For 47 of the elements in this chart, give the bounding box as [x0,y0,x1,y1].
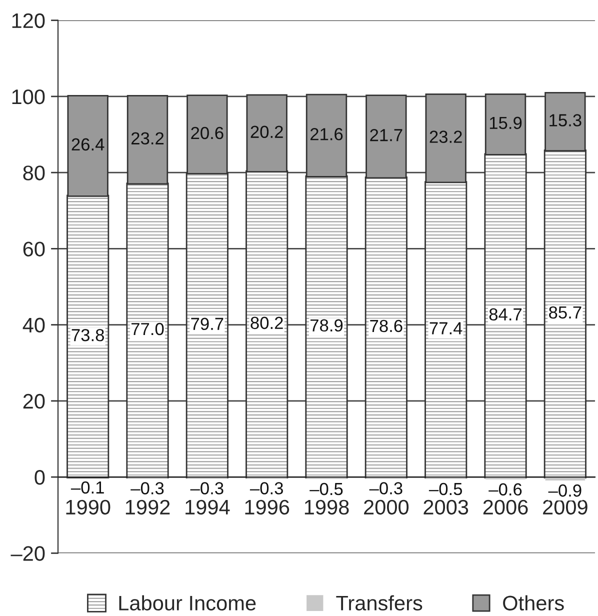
data-label: –0.6 [488,483,522,496]
x-tick-label: 1994 [186,500,230,515]
data-label: 23.2 [430,130,462,143]
data-label: 78.9 [310,319,343,332]
data-label: –0.3 [190,482,224,494]
data-label: 85.7 [549,306,582,319]
x-tick-label: 2003 [424,500,468,515]
data-label: 80.2 [250,316,283,330]
y-tick-label: 20 [23,394,45,409]
data-label: –0.3 [369,482,402,494]
x-tick-label: 1998 [304,500,349,515]
data-label: –0.9 [548,484,582,497]
legend-label: Labour Income [119,595,256,610]
data-label: 79.7 [191,318,224,330]
data-label: 20.2 [250,126,283,138]
data-label: 23.2 [131,132,164,144]
x-tick-label: 2006 [483,500,528,515]
x-tick-label: 1992 [126,500,170,515]
y-tick-label: 0 [34,470,45,485]
data-label: 20.6 [191,126,224,140]
data-label: –0.5 [310,482,343,496]
data-label: 73.8 [72,328,104,342]
data-label: 26.4 [72,138,104,151]
data-label: 15.3 [550,114,582,126]
y-tick-label: 80 [23,166,45,180]
data-label: 77.4 [430,322,462,334]
data-label: –0.5 [428,482,462,496]
data-label: 78.6 [370,320,402,332]
data-label: –0.3 [130,482,164,494]
data-label: 21.7 [370,128,402,142]
y-tick-label: 120 [12,13,45,28]
data-label: 21.6 [310,128,343,140]
x-tick-label: 1996 [245,500,290,515]
legend-label: Others [503,595,564,610]
data-label: 15.9 [490,116,522,130]
data-label: 84.7 [489,308,522,321]
y-tick-label: 100 [12,89,45,104]
x-tick-label: 2000 [364,500,409,515]
data-label: 77.0 [132,322,164,336]
y-tick-label: 40 [22,318,45,333]
y-tick-label: 60 [23,242,45,256]
data-label: –0.3 [250,482,283,494]
y-tick-label: –20 [10,546,45,561]
legend-label: Transfers [336,595,422,610]
data-label: –0.1 [70,481,104,494]
x-tick-label: 1990 [66,500,110,515]
x-tick-label: 2009 [543,500,588,515]
